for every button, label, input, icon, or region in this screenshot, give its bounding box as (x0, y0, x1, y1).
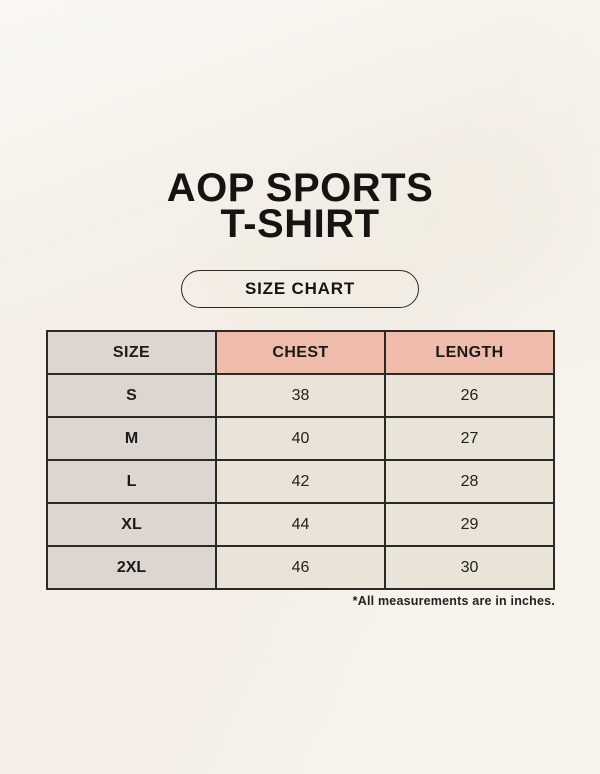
measurement-cell: 27 (384, 416, 555, 461)
table-row: S 38 26 (46, 373, 555, 418)
measurement-cell: 29 (384, 502, 555, 547)
measurements-footnote: *All measurements are in inches. (352, 594, 555, 608)
measurement-cell: 42 (215, 459, 386, 504)
page-title-line-1: AOP SPORTS (166, 166, 434, 210)
size-cell: M (46, 416, 217, 461)
table-row: XL 44 29 (46, 502, 555, 547)
size-table-head: SIZE CHEST LENGTH (46, 330, 555, 375)
column-header-size: SIZE (46, 330, 217, 375)
measurement-cell: 46 (215, 545, 386, 590)
size-cell: 2XL (46, 545, 217, 590)
table-row: L 42 28 (46, 459, 555, 504)
size-chart-button-label: SIZE CHART (245, 279, 355, 298)
size-cell: XL (46, 502, 217, 547)
column-header-length: LENGTH (384, 330, 555, 375)
size-table-body: S 38 26 M 40 27 L 42 28 XL 44 29 2XL 46 30 (46, 373, 555, 590)
column-header-chest: CHEST (215, 330, 386, 375)
measurement-cell: 28 (384, 459, 555, 504)
page-title: AOP SPORTS T-SHIRT (0, 166, 600, 246)
page-title-line-2: T-SHIRT (220, 202, 380, 246)
measurement-cell: 44 (215, 502, 386, 547)
size-table-header-row: SIZE CHEST LENGTH (46, 330, 555, 375)
size-chart-button[interactable]: SIZE CHART (181, 270, 419, 308)
measurement-cell: 40 (215, 416, 386, 461)
size-cell: S (46, 373, 217, 418)
table-row: M 40 27 (46, 416, 555, 461)
table-row: 2XL 46 30 (46, 545, 555, 590)
size-cell: L (46, 459, 217, 504)
measurement-cell: 30 (384, 545, 555, 590)
measurement-cell: 26 (384, 373, 555, 418)
measurement-cell: 38 (215, 373, 386, 418)
size-table: SIZE CHEST LENGTH S 38 26 M 40 27 L 42 28 XL 44 29 2XL… (46, 330, 555, 590)
